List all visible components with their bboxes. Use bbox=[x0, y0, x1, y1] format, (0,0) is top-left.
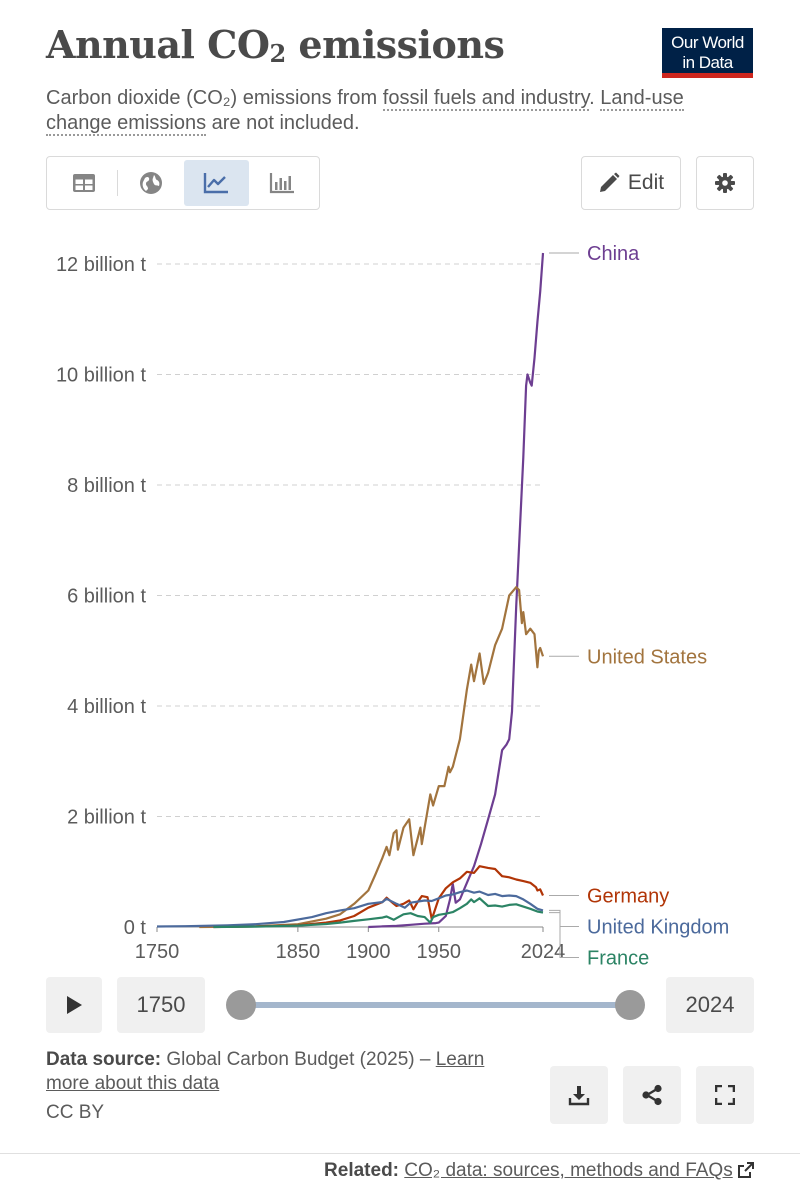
subtitle-text-2: . bbox=[589, 87, 601, 109]
tab-table[interactable] bbox=[51, 160, 117, 206]
learn-more-link-part2[interactable]: more about this data bbox=[46, 1073, 220, 1094]
logo-line-2: in Data bbox=[682, 53, 733, 72]
tab-chart[interactable] bbox=[183, 160, 250, 206]
chart-subtitle: Carbon dioxide (CO₂) emissions from foss… bbox=[46, 86, 746, 136]
label-connector-france bbox=[549, 912, 579, 959]
subtitle-text-3: are not included. bbox=[206, 112, 360, 134]
source-label: Data source: bbox=[46, 1049, 162, 1070]
chart-title: Annual CO2 emissions bbox=[46, 22, 505, 68]
subtitle-text-1: Carbon dioxide (CO₂) emissions from bbox=[46, 87, 383, 109]
series-label-china: China bbox=[587, 243, 640, 265]
y-tick-label: 8 billion t bbox=[67, 475, 146, 497]
y-tick-label: 12 billion t bbox=[56, 254, 147, 276]
series-line-united-states bbox=[199, 586, 545, 929]
related-links: Related: CO₂ data: sources, methods and … bbox=[324, 1160, 754, 1182]
end-year-box[interactable]: 2024 bbox=[666, 977, 754, 1033]
title-main: Annual CO bbox=[46, 22, 270, 67]
external-link-icon bbox=[738, 1162, 754, 1178]
share-icon bbox=[642, 1084, 662, 1106]
series-line-united-kingdom bbox=[156, 889, 544, 928]
table-icon bbox=[72, 174, 95, 192]
series-line-germany bbox=[213, 865, 544, 929]
learn-more-link-part1[interactable]: Learn bbox=[435, 1049, 485, 1070]
play-button[interactable] bbox=[46, 977, 102, 1033]
edit-button-label: Edit bbox=[627, 171, 665, 194]
series-label-united-states: United States bbox=[587, 646, 707, 668]
logo-line-1: Our World bbox=[671, 33, 744, 52]
view-tabs bbox=[46, 156, 320, 210]
start-year-box[interactable]: 1750 bbox=[117, 977, 205, 1033]
x-tick-label: 1900 bbox=[346, 941, 391, 963]
tab-separator bbox=[116, 170, 118, 196]
fullscreen-button[interactable] bbox=[696, 1066, 754, 1124]
bar-chart-icon bbox=[270, 173, 295, 194]
line-chart[interactable]: 0 t 2 billion t 4 billion t 6 billion t 8 bi… bbox=[0, 225, 800, 970]
gear-icon bbox=[715, 173, 735, 193]
y-tick-label: 2 billion t bbox=[67, 807, 146, 829]
share-button[interactable] bbox=[623, 1066, 681, 1124]
series-line-china bbox=[368, 252, 545, 929]
title-subscript: 2 bbox=[269, 39, 287, 68]
land-use-link-part1[interactable]: Land-use bbox=[600, 87, 684, 111]
fullscreen-icon bbox=[715, 1085, 735, 1105]
x-tick-label: 1950 bbox=[417, 941, 462, 963]
download-button[interactable] bbox=[550, 1066, 608, 1124]
series-line-france bbox=[213, 897, 544, 929]
data-source: Data source: Global Carbon Budget (2025)… bbox=[46, 1048, 546, 1096]
related-faq-link[interactable]: CO₂ data: sources, methods and FAQs bbox=[404, 1160, 733, 1181]
tab-map[interactable] bbox=[118, 160, 184, 206]
x-tick-label: 1850 bbox=[276, 941, 321, 963]
y-tick-label: 10 billion t bbox=[56, 365, 147, 387]
timeline-track[interactable] bbox=[240, 1002, 630, 1008]
globe-icon bbox=[139, 172, 162, 194]
timeline-start-handle[interactable] bbox=[226, 990, 256, 1020]
tab-bar[interactable] bbox=[249, 160, 315, 206]
license-text: CC BY bbox=[46, 1102, 105, 1123]
fossil-fuels-link[interactable]: fossil fuels and industry bbox=[382, 87, 590, 111]
footer-divider bbox=[0, 1153, 800, 1154]
owid-logo[interactable]: Our World in Data bbox=[662, 28, 753, 78]
source-text: Global Carbon Budget (2025) – bbox=[161, 1049, 436, 1070]
x-tick-label: 1750 bbox=[135, 941, 180, 963]
y-tick-label: 4 billion t bbox=[67, 696, 146, 718]
timeline-end-handle[interactable] bbox=[615, 990, 645, 1020]
settings-button[interactable] bbox=[696, 156, 754, 210]
pencil-icon bbox=[599, 172, 620, 192]
title-rest: emissions bbox=[285, 22, 505, 67]
download-icon bbox=[568, 1086, 590, 1106]
series-label-france: France bbox=[587, 948, 649, 970]
line-chart-icon bbox=[204, 173, 229, 194]
series-label-germany: Germany bbox=[587, 886, 669, 908]
x-tick-label: 2024 bbox=[521, 941, 566, 963]
land-use-link-part2[interactable]: change emissions bbox=[46, 112, 207, 136]
related-label: Related: bbox=[324, 1160, 400, 1181]
play-icon bbox=[67, 996, 82, 1014]
series-label-united-kingdom: United Kingdom bbox=[587, 917, 729, 939]
y-tick-label: 6 billion t bbox=[67, 586, 146, 608]
y-tick-label: 0 t bbox=[124, 917, 147, 939]
edit-button[interactable]: Edit bbox=[581, 156, 681, 210]
